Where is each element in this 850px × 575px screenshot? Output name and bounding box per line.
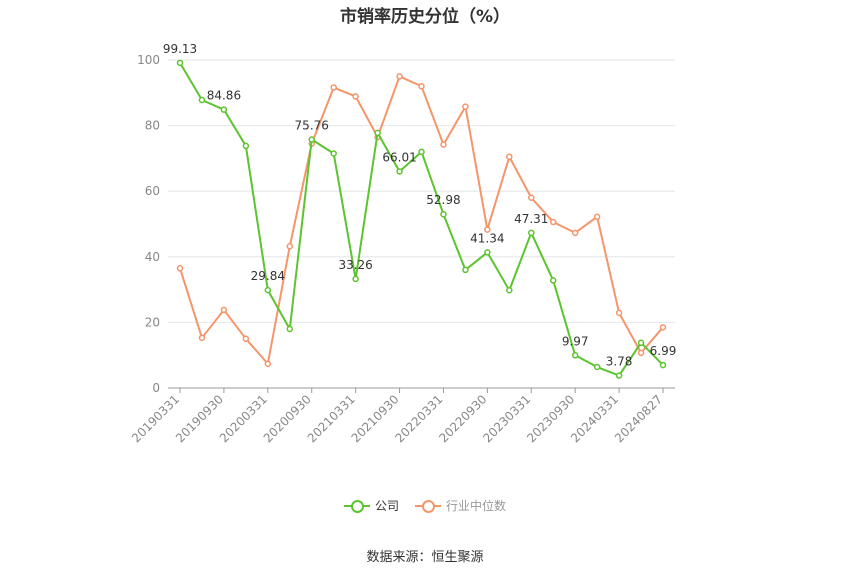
data-source: 数据来源：恒生聚源 bbox=[366, 550, 484, 565]
data-point-0 bbox=[418, 148, 425, 156]
data-point-0 bbox=[220, 106, 228, 113]
data-point-1 bbox=[615, 309, 623, 317]
data-point-0 bbox=[286, 325, 294, 333]
data-point-0 bbox=[396, 168, 403, 175]
data-point-0 bbox=[571, 352, 579, 359]
data-label: 84.86 bbox=[207, 89, 241, 103]
data-point-1 bbox=[286, 243, 294, 250]
data-label: 52.98 bbox=[426, 193, 460, 207]
data-point-0 bbox=[198, 96, 206, 104]
data-point-1 bbox=[593, 213, 601, 221]
data-point-1 bbox=[242, 335, 250, 343]
y-tick-label: 60 bbox=[145, 184, 160, 198]
data-label: 47.31 bbox=[514, 212, 548, 226]
y-tick-label: 40 bbox=[145, 250, 160, 264]
data-point-0 bbox=[242, 142, 250, 150]
data-point-0 bbox=[176, 59, 184, 67]
legend-item-industry-median[interactable]: 行业中位数 bbox=[415, 497, 506, 514]
data-label: 33.26 bbox=[338, 258, 372, 272]
legend-label-industry-median: 行业中位数 bbox=[446, 499, 507, 513]
data-point-1 bbox=[176, 265, 184, 272]
legend-swatch-company bbox=[343, 498, 370, 514]
data-label: 41.34 bbox=[470, 231, 504, 245]
data-point-1 bbox=[462, 103, 469, 110]
data-label: 29.84 bbox=[251, 269, 285, 283]
data-label: 75.76 bbox=[295, 119, 329, 133]
data-point-1 bbox=[528, 194, 535, 202]
data-point-1 bbox=[396, 73, 403, 80]
data-point-1 bbox=[484, 226, 491, 233]
chart-title: 市销率历史分位（%） bbox=[339, 7, 511, 27]
data-point-0 bbox=[484, 249, 491, 256]
data-point-0 bbox=[659, 361, 667, 369]
data-point-0 bbox=[615, 372, 623, 379]
data-point-1 bbox=[549, 218, 557, 226]
series-line-1 bbox=[179, 75, 664, 365]
data-label: 3.78 bbox=[606, 355, 633, 369]
data-point-0 bbox=[637, 339, 645, 346]
data-label: 6.99 bbox=[650, 344, 677, 358]
y-tick-label: 20 bbox=[145, 315, 160, 329]
data-point-0 bbox=[549, 277, 557, 284]
data-point-0 bbox=[330, 150, 337, 157]
data-point-0 bbox=[593, 363, 601, 371]
data-point-1 bbox=[352, 93, 359, 100]
data-point-0 bbox=[462, 266, 469, 274]
legend-item-company[interactable]: 公司 bbox=[343, 497, 399, 514]
data-point-1 bbox=[571, 229, 579, 237]
data-point-0 bbox=[374, 129, 381, 137]
data-label: 9.97 bbox=[562, 334, 589, 348]
data-point-0 bbox=[308, 136, 315, 143]
data-point-1 bbox=[198, 334, 206, 342]
data-label: 99.13 bbox=[163, 42, 197, 56]
data-point-1 bbox=[637, 349, 645, 357]
series-line-0 bbox=[179, 62, 664, 377]
data-point-1 bbox=[440, 141, 447, 148]
data-point-1 bbox=[220, 306, 228, 314]
data-point-0 bbox=[440, 210, 447, 218]
y-tick-label: 80 bbox=[145, 119, 160, 133]
data-label: 66.01 bbox=[382, 150, 416, 164]
data-point-1 bbox=[659, 324, 667, 331]
y-tick-label: 0 bbox=[152, 381, 160, 395]
data-point-1 bbox=[418, 82, 425, 90]
data-point-1 bbox=[506, 153, 513, 161]
data-point-1 bbox=[264, 360, 272, 367]
data-point-0 bbox=[352, 275, 359, 283]
legend-label-company: 公司 bbox=[374, 499, 399, 513]
chart-legend: 公司 行业中位数 bbox=[0, 497, 850, 514]
data-point-1 bbox=[330, 84, 337, 91]
legend-swatch-industry-median bbox=[415, 498, 441, 514]
y-tick-label: 100 bbox=[137, 53, 160, 67]
data-point-0 bbox=[264, 286, 272, 294]
x-tick-label: 20240827 bbox=[612, 392, 665, 445]
data-point-0 bbox=[528, 229, 535, 237]
data-point-0 bbox=[506, 287, 513, 294]
